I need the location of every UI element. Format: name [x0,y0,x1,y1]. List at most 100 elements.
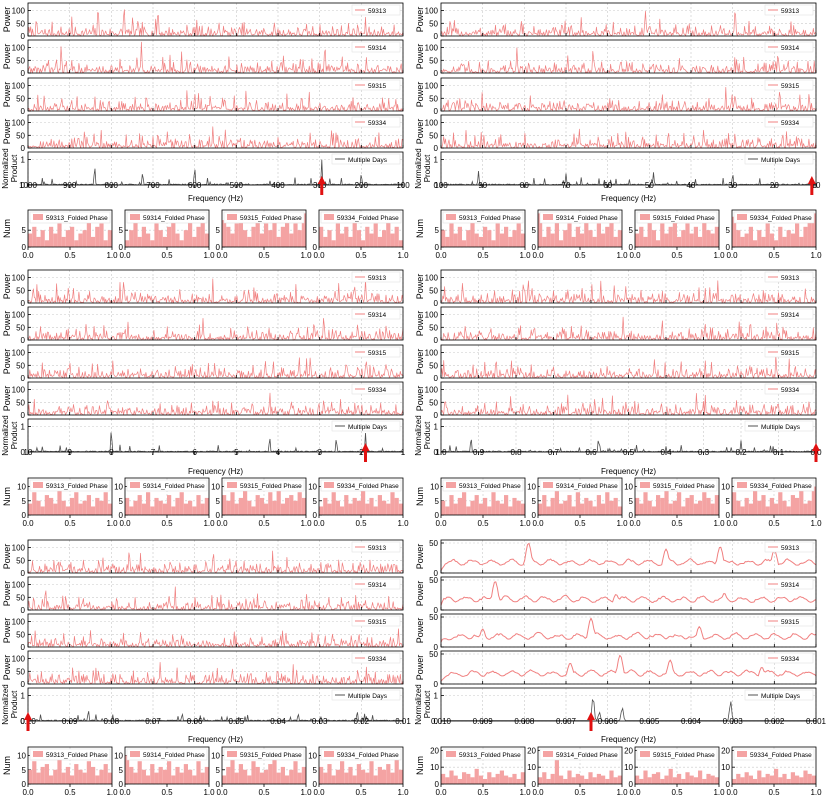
hist-bar [365,226,370,247]
hist-bar [495,223,500,247]
hist-bar [778,492,783,515]
legend-label: 59314_Folded Phase [556,215,618,222]
hist-bar [95,775,100,784]
y-tick-label: 0 [22,780,27,789]
y-axis-label: Power [2,581,12,607]
x-tick-label: 600 [188,181,202,190]
arrow-marker [807,176,816,184]
hist-bar [78,233,83,247]
hist-bar [466,773,471,784]
hist-bar [331,240,336,247]
phase-histogram: 0 5 10 59313_Folded Phase 0.0 0.5 1.0 [17,477,118,528]
legend-box [29,479,111,492]
x-tick-label: 0.5 [768,251,780,260]
hist-bar [394,226,399,247]
hist-bar [382,769,387,784]
y-tick-label: 5 [216,497,221,506]
hist-bar [154,497,159,515]
hist-bar [280,503,285,515]
y-axis-label: Num [2,756,12,775]
hist-bar [129,230,134,247]
hist-bar [681,506,686,515]
y-tick-label: 5 [22,766,27,775]
y-axis-label: Num [415,219,425,238]
y-axis-label: Normalized [414,415,423,455]
y-tick-label: 5 [119,497,124,506]
legend-label: 59315_Folded Phase [240,215,302,222]
power-panel: 0 50 59334 Power [415,650,817,689]
y-tick-label: 50 [16,323,25,332]
x-tick-label: 0.5 [574,788,586,797]
hist-bar [470,777,475,784]
y-tick-label: 0 [22,243,27,252]
hist-bar [226,226,231,247]
x-tick-label: 1.0 [713,251,725,260]
hist-bar [508,777,513,784]
hist-bar [491,240,496,247]
legend-label: 59315 [781,83,799,90]
legend-swatch [543,214,553,220]
hist-bar [736,500,741,515]
hist-bar [491,492,496,515]
hist-bar [520,772,525,784]
x-axis-label: Frequency (Hz) [188,735,243,744]
y-axis-label: Power [2,655,12,681]
legend-swatch [130,482,140,488]
hist-bar [91,766,96,784]
hist-bar [222,220,227,247]
y-axis-label: Product [423,154,432,182]
hist-bar [710,233,715,247]
hist-bar [580,233,585,247]
hist-bar [698,770,703,784]
hist-bar [778,226,783,247]
y-tick-label: 0 [313,780,318,789]
hist-bar [571,777,576,784]
hist-bar [790,233,795,247]
hist-bar [243,769,248,784]
hist-bar [538,213,543,247]
power-series-line [28,317,404,341]
y-tick-label: 20 [624,746,633,755]
hist-bar [736,773,741,784]
hist-bar [175,233,180,247]
panel-frame [440,2,817,37]
y-axis-label: Product [10,690,19,718]
legend-box [351,308,401,320]
y-axis-label: Product [10,154,19,182]
x-tick-label: 0.005 [639,717,660,726]
y-axis-label: Num [415,756,425,775]
hist-bar [394,758,399,784]
hist-bar [643,492,648,515]
hist-bar [672,777,677,784]
hist-bar [154,223,159,247]
panel-frame [27,613,404,648]
hist-bar [289,233,294,247]
hist-bar [28,769,33,784]
hist-bar [335,769,340,784]
x-tick-label: 0.009 [473,717,494,726]
legend-swatch [227,482,237,488]
arrow-marker [589,719,593,731]
legend-box [320,211,402,224]
y-tick-label: 100 [425,349,439,358]
hist-bar [352,775,357,784]
y-axis-label: Power [415,581,425,607]
hist-bar [301,766,306,784]
x-axis-label: Frequency (Hz) [188,467,243,476]
legend-box [733,211,815,224]
hist-bar [95,497,100,515]
legend-swatch [446,751,456,757]
hist-bar [782,500,787,515]
y-tick-label: 5 [629,497,634,506]
hist-bar [268,492,273,515]
legend-box [351,615,401,627]
panel-frame [440,39,817,74]
legend-box [126,748,208,761]
phase-histogram: 0 5 59315_Folded Phase 0.0 0.5 1.0 [629,209,725,260]
hist-bar [390,233,395,247]
hist-bar [268,230,273,247]
hist-bar [567,223,572,247]
hist-bar [125,240,130,247]
power-series-line [440,47,817,74]
